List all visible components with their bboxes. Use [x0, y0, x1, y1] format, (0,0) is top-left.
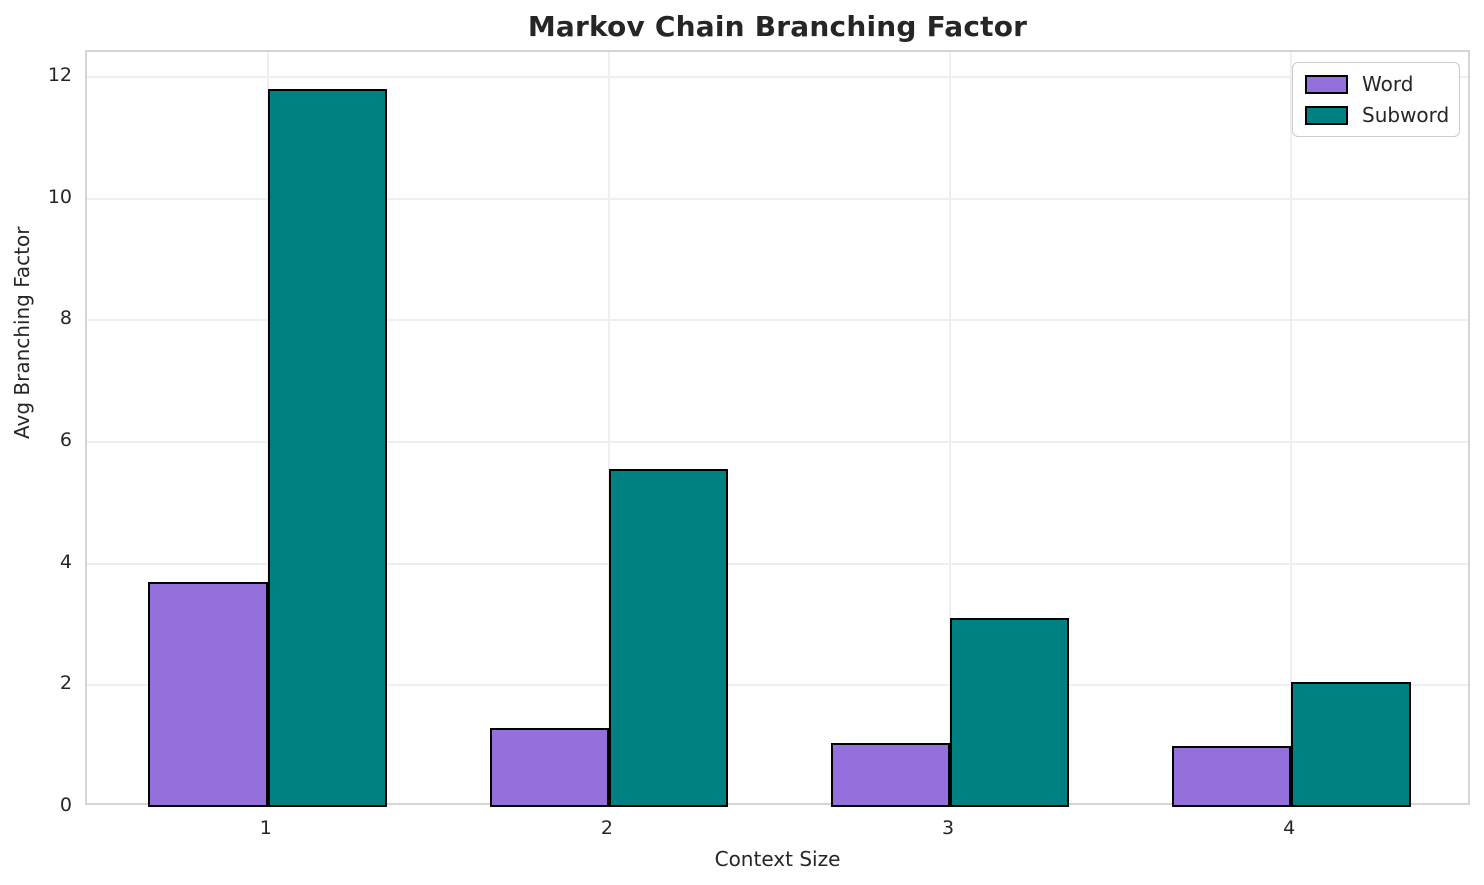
bar-word-4 — [1171, 746, 1292, 807]
gridline-vertical — [607, 52, 610, 803]
gridline-vertical — [1290, 52, 1293, 803]
x-tick-label: 4 — [1283, 817, 1296, 839]
y-tick-label: 10 — [47, 185, 72, 208]
bar-word-2 — [489, 727, 609, 807]
gridline-horizontal — [87, 562, 1468, 565]
x-axis-label: Context Size — [714, 847, 841, 871]
y-tick-label: 12 — [47, 63, 72, 86]
legend-row-word: Word — [1305, 72, 1447, 96]
x-tick-label: 1 — [259, 817, 272, 839]
gridline-horizontal — [87, 319, 1468, 322]
gridline-horizontal — [87, 684, 1468, 687]
gridline-horizontal — [87, 197, 1468, 200]
plot-area — [85, 50, 1470, 807]
gridline-horizontal — [87, 75, 1468, 78]
bar-subword-4 — [1291, 682, 1411, 807]
y-tick-label: 0 — [59, 794, 72, 816]
x-tick-label: 2 — [600, 817, 613, 839]
y-tick-label: 4 — [59, 550, 72, 573]
y-axis-label: Avg Branching Factor — [10, 226, 34, 439]
x-tick-label: 3 — [942, 817, 955, 839]
legend-swatch-word — [1305, 74, 1348, 94]
legend: Word Subword — [1292, 62, 1460, 137]
y-tick-label: 2 — [59, 672, 72, 695]
bar-word-1 — [148, 581, 268, 807]
legend-swatch-subword — [1305, 105, 1348, 125]
gridline-vertical — [949, 52, 952, 803]
bar-word-3 — [830, 743, 951, 807]
legend-label: Word — [1362, 72, 1414, 96]
legend-row-subword: Subword — [1305, 103, 1450, 127]
bar-subword-3 — [950, 618, 1070, 807]
gridline-horizontal — [87, 440, 1468, 443]
bar-subword-2 — [608, 469, 729, 807]
y-tick-label: 6 — [59, 428, 72, 451]
legend-label: Subword — [1362, 103, 1450, 127]
bar-subword-1 — [267, 89, 388, 807]
chart-title: Markov Chain Branching Factor — [527, 10, 1028, 43]
y-tick-label: 8 — [59, 307, 72, 330]
